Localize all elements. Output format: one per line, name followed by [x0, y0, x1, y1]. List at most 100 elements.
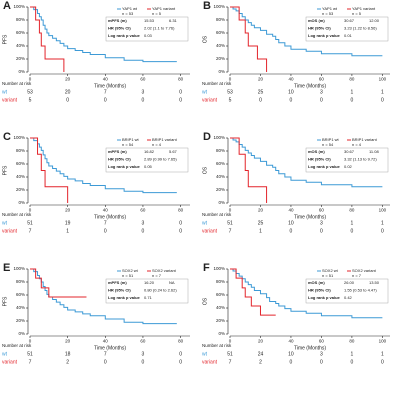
stats-value: 3.32 (1.13 to 9.72): [344, 157, 377, 162]
legend-label: SOX2 wt: [122, 268, 139, 273]
x-tick-label: 80: [349, 77, 355, 82]
x-axis-label: Time (Months): [94, 345, 126, 351]
y-tick-label: 40%: [16, 305, 25, 310]
stats-label: Log rank p value: [308, 164, 341, 169]
y-tick-label: 60%: [16, 161, 25, 166]
x-tick-label: 20: [258, 208, 264, 213]
risk-count: 5: [229, 97, 232, 103]
panel-label: A: [3, 0, 11, 12]
stats-label: Log rank p value: [308, 33, 341, 38]
y-tick-label: 40%: [16, 43, 25, 48]
risk-count: 51: [27, 220, 33, 226]
legend-label: BRIP1 variant: [152, 137, 178, 142]
risk-row-name: variant: [202, 97, 218, 103]
stats-label: Log rank p value: [308, 295, 341, 300]
x-axis-label: Time (Months): [294, 83, 326, 89]
risk-count: 0: [259, 97, 262, 103]
survival-curve: [230, 137, 268, 203]
stats-box: [305, 278, 389, 304]
risk-count: 18: [65, 351, 71, 357]
y-tick-label: 40%: [216, 174, 225, 179]
legend-label: SOX2 wt: [322, 268, 339, 273]
y-tick-label: 20%: [216, 187, 225, 192]
x-tick-label: 40: [103, 208, 109, 213]
survival-curve: [230, 6, 383, 57]
legend-label: BRIP1 wt: [322, 137, 340, 142]
stats-value: 2.02 (1.1 to 7.76): [144, 26, 175, 31]
risk-count: 0: [104, 97, 107, 103]
legend-label: BRIP1 wt: [122, 137, 140, 142]
risk-count: 7: [29, 228, 32, 234]
x-tick-label: 60: [140, 208, 146, 213]
y-tick-label: 0%: [18, 331, 25, 336]
stats-label: HR (95% CI): [108, 157, 131, 162]
y-tick-label: 60%: [16, 292, 25, 297]
risk-count: 1: [351, 220, 354, 226]
stats-value: 5.67: [169, 149, 178, 154]
risk-row-name: wt: [2, 89, 8, 95]
x-tick-label: 80: [349, 208, 355, 213]
risk-title: Number at risk: [2, 343, 32, 348]
risk-count: 0: [179, 351, 182, 357]
risk-title: Number at risk: [202, 81, 232, 86]
x-tick-label: 60: [319, 339, 325, 344]
x-tick-label: 40: [288, 208, 294, 213]
y-axis-label: OS: [202, 297, 208, 305]
risk-count: 3: [320, 89, 323, 95]
risk-count: 0: [179, 359, 182, 365]
stats-label: mOS (m): [308, 149, 325, 154]
x-tick-label: 100: [379, 77, 387, 82]
x-tick-label: 40: [288, 77, 294, 82]
y-tick-label: 100%: [213, 266, 225, 271]
stats-value: 26.00: [344, 280, 355, 285]
stats-label: HR (95% CI): [108, 288, 131, 293]
stats-value: 11.08: [369, 149, 379, 154]
risk-count: 0: [351, 228, 354, 234]
stats-value: 0.01: [344, 33, 353, 38]
panel-label: E: [3, 262, 10, 274]
risk-count: 0: [381, 228, 384, 234]
x-tick-label: 60: [140, 339, 146, 344]
legend-n: n = 53: [322, 11, 334, 16]
legend-label: BRIP1 variant: [352, 137, 378, 142]
legend-label: YAP1 variant: [352, 6, 376, 11]
y-tick-label: 60%: [16, 30, 25, 35]
x-tick-label: 20: [65, 339, 71, 344]
stats-value: 12.00: [369, 18, 380, 23]
stats-value: 0.05: [144, 164, 153, 169]
y-axis-label: PFS: [2, 34, 8, 44]
risk-count: 10: [288, 89, 294, 95]
y-tick-label: 20%: [16, 56, 25, 61]
y-axis-label: PFS: [2, 296, 8, 306]
y-tick-label: 100%: [13, 266, 25, 271]
stats-value: 3.23 (1.22 to 8.56): [344, 26, 377, 31]
stats-label: HR (95% CI): [308, 288, 331, 293]
risk-count: 7: [29, 359, 32, 365]
risk-count: 24: [258, 351, 264, 357]
risk-title: Number at risk: [202, 212, 232, 217]
x-tick-label: 80: [178, 339, 184, 344]
x-tick-label: 60: [319, 208, 325, 213]
stats-value: 0.71: [144, 295, 153, 300]
stats-box: [305, 16, 389, 42]
y-tick-label: 80%: [16, 279, 25, 284]
legend-n: n = 4: [352, 142, 362, 147]
risk-row-name: variant: [2, 228, 18, 234]
survival-curve: [30, 268, 87, 298]
y-tick-label: 100%: [13, 4, 25, 9]
risk-row-name: variant: [202, 359, 218, 365]
risk-count: 0: [290, 359, 293, 365]
y-tick-label: 100%: [213, 135, 225, 140]
x-tick-label: 0: [29, 77, 32, 82]
x-tick-label: 60: [140, 77, 146, 82]
stats-value: 30.67: [344, 149, 355, 154]
risk-count: 0: [104, 359, 107, 365]
legend-label: YAP1 wt: [122, 6, 138, 11]
risk-count: 7: [104, 351, 107, 357]
risk-title: Number at risk: [2, 81, 32, 86]
y-tick-label: 20%: [216, 56, 225, 61]
legend-n: n = 5: [152, 11, 162, 16]
risk-count: 0: [179, 228, 182, 234]
risk-count: 5: [29, 97, 32, 103]
risk-count: 0: [142, 97, 145, 103]
